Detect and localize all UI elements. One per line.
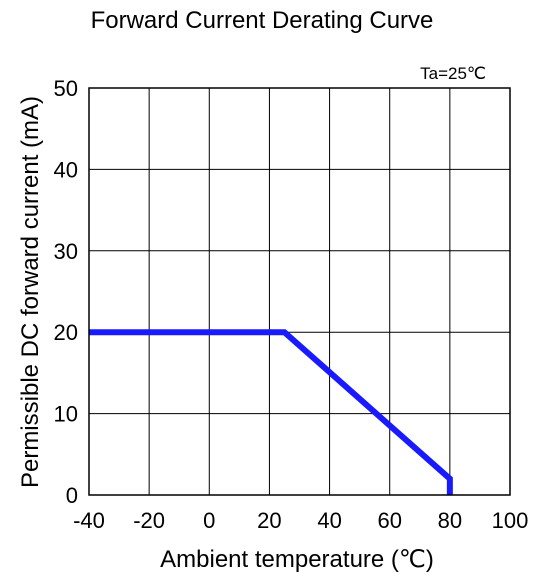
y-tick-label: 40 [54, 157, 78, 182]
series-layer [89, 329, 453, 495]
x-tick-label: 60 [377, 508, 401, 533]
chart-title: Forward Current Derating Curve [91, 7, 434, 34]
x-tick-label: 100 [492, 508, 529, 533]
x-tick-label: 0 [203, 508, 215, 533]
y-tick-label: 0 [66, 483, 78, 508]
y-axis-label: Permissible DC forward current (mA) [17, 96, 44, 488]
y-tick-labels: 0 10 20 30 40 50 [54, 76, 78, 508]
x-tick-label: 20 [257, 508, 281, 533]
y-tick-label: 30 [54, 239, 78, 264]
x-tick-labels: -40 -20 0 20 40 60 80 100 [73, 508, 528, 533]
y-tick-label: 20 [54, 320, 78, 345]
y-tick-label: 50 [54, 76, 78, 101]
y-tick-label: 10 [54, 402, 78, 427]
ambient-temp-note: Ta=25℃ [420, 64, 486, 83]
x-tick-label: 80 [438, 508, 462, 533]
x-axis-label: Ambient temperature (℃) [160, 546, 434, 573]
series-line [89, 329, 453, 495]
x-tick-label: -20 [133, 508, 165, 533]
x-tick-label: -40 [73, 508, 105, 533]
x-tick-label: 40 [317, 508, 341, 533]
grid-lines [88, 87, 511, 496]
plot-frame [88, 87, 511, 496]
